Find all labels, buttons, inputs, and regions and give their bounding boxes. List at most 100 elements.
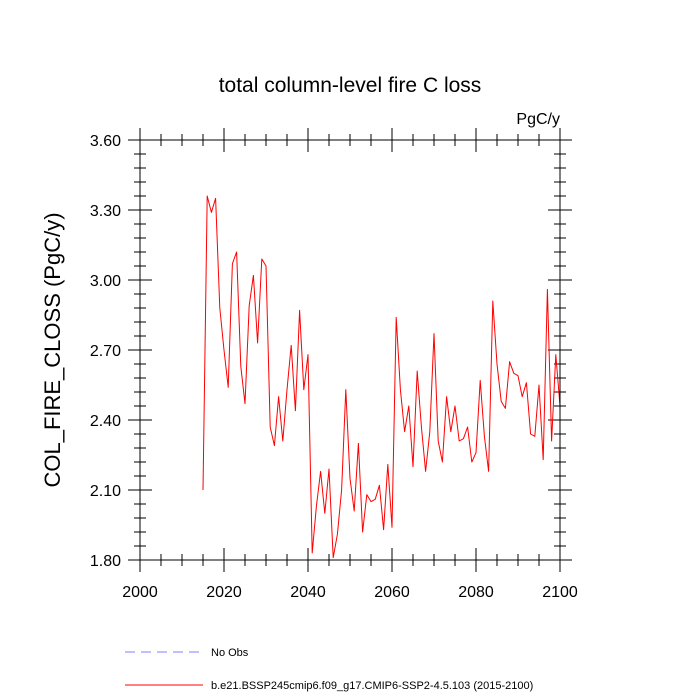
legend-label-no-obs: No Obs: [211, 647, 249, 659]
data-point: [429, 430, 431, 432]
data-point: [424, 470, 426, 472]
data-point: [412, 465, 414, 467]
y-tick-label: 3.60: [90, 133, 121, 150]
data-point: [542, 458, 544, 460]
y-tick-label: 2.70: [90, 343, 121, 360]
data-point: [315, 505, 317, 507]
data-point: [261, 258, 263, 260]
data-point: [378, 484, 380, 486]
data-point: [483, 435, 485, 437]
data-point: [311, 552, 313, 554]
data-point: [508, 360, 510, 362]
y-tick-label: 3.00: [90, 273, 121, 290]
data-point: [550, 440, 552, 442]
data-point: [399, 388, 401, 390]
data-point: [462, 437, 464, 439]
data-point: [214, 197, 216, 199]
legend: No Obs b.e21.BSSP245cmip6.f09_g17.CMIP6-…: [125, 647, 533, 692]
data-point: [244, 402, 246, 404]
data-point: [534, 435, 536, 437]
data-point: [202, 489, 204, 491]
series-layer: [202, 195, 561, 559]
data-point: [332, 556, 334, 558]
y-axis-label: COL_FIRE_CLOSS (PgC/y): [40, 212, 65, 487]
data-point: [265, 265, 267, 267]
data-point: [521, 395, 523, 397]
data-point: [529, 433, 531, 435]
data-point: [328, 468, 330, 470]
data-point: [353, 510, 355, 512]
tick-labels-layer: 2000 2020 2040 2060 2080 2100 1.80 2.10 2.40 2.70…: [90, 133, 578, 601]
x-tick-label: 2040: [290, 584, 326, 601]
data-point: [231, 262, 233, 264]
data-point: [433, 332, 435, 334]
data-point: [387, 463, 389, 465]
data-point: [273, 444, 275, 446]
data-point: [235, 251, 237, 253]
data-point: [487, 470, 489, 472]
data-point: [437, 440, 439, 442]
data-point: [525, 381, 527, 383]
ticks-layer: [128, 128, 572, 572]
data-point: [252, 274, 254, 276]
data-point: [416, 370, 418, 372]
data-point: [307, 353, 309, 355]
y-tick-label: 3.30: [90, 203, 121, 220]
data-point: [319, 470, 321, 472]
data-point: [210, 211, 212, 213]
data-point: [492, 300, 494, 302]
data-point: [294, 409, 296, 411]
data-point: [282, 440, 284, 442]
data-point: [408, 405, 410, 407]
data-point: [240, 365, 242, 367]
data-point: [366, 493, 368, 495]
data-point: [256, 342, 258, 344]
data-point: [277, 395, 279, 397]
data-point: [336, 533, 338, 535]
data-point: [471, 461, 473, 463]
x-tick-label: 2080: [458, 584, 494, 601]
chart-title: total column-level fire C loss: [219, 74, 482, 97]
data-point: [219, 307, 221, 309]
data-point: [546, 288, 548, 290]
data-point: [370, 500, 372, 502]
data-point: [513, 372, 515, 374]
data-point: [445, 395, 447, 397]
data-point: [374, 498, 376, 500]
data-point: [298, 309, 300, 311]
data-point: [361, 531, 363, 533]
data-point: [504, 407, 506, 409]
data-point: [395, 316, 397, 318]
data-point: [517, 374, 519, 376]
data-point: [227, 386, 229, 388]
y-tick-label: 2.40: [90, 413, 121, 430]
y-tick-label: 1.80: [90, 553, 121, 570]
data-point: [555, 353, 557, 355]
data-point: [479, 379, 481, 381]
x-tick-label: 2060: [374, 584, 410, 601]
data-point: [206, 195, 208, 197]
data-point: [538, 384, 540, 386]
data-point: [357, 442, 359, 444]
series-line: [202, 195, 561, 559]
data-point: [303, 388, 305, 390]
data-point: [403, 430, 405, 432]
data-point: [340, 489, 342, 491]
data-point: [345, 388, 347, 390]
data-point: [466, 426, 468, 428]
x-tick-label: 2020: [206, 584, 242, 601]
legend-label-model: b.e21.BSSP245cmip6.f09_g17.CMIP6-SSP2-4.…: [211, 680, 533, 692]
data-point: [248, 304, 250, 306]
data-point: [324, 512, 326, 514]
data-point: [458, 440, 460, 442]
data-point: [450, 430, 452, 432]
data-point: [391, 526, 393, 528]
data-point: [269, 426, 271, 428]
data-point: [382, 528, 384, 530]
data-point: [475, 451, 477, 453]
data-point: [454, 405, 456, 407]
y-tick-label: 2.10: [90, 483, 121, 500]
data-point: [349, 477, 351, 479]
data-point: [496, 363, 498, 365]
